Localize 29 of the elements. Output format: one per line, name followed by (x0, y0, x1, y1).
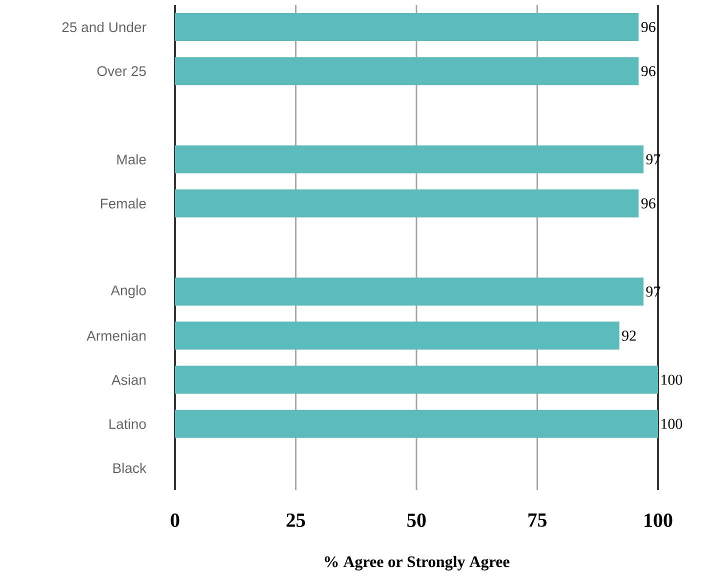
y-tick-label: Latino (109, 418, 146, 429)
bar (175, 145, 644, 174)
y-tick-label: Female (100, 198, 146, 209)
data-label: 92 (622, 330, 636, 341)
data-label: 96 (641, 66, 656, 76)
bar (175, 189, 639, 218)
y-tick-label: 25 and Under (62, 22, 146, 32)
x-tick-label: 0 (170, 514, 180, 528)
y-tick-label: Armenian (86, 330, 146, 341)
x-tick-label: 75 (528, 514, 547, 527)
x-axis-title: % Agree or Strongly Agree (324, 556, 510, 571)
bar (175, 278, 644, 306)
y-tick-label: Male (117, 154, 146, 164)
bar (175, 410, 658, 438)
y-tick-label: Anglo (110, 285, 146, 298)
y-tick-label: Asian (111, 374, 146, 385)
data-label: 96 (641, 198, 656, 208)
data-label: 96 (641, 22, 656, 32)
x-tick-label: 100 (644, 514, 672, 528)
data-label: 100 (662, 374, 682, 385)
bar (175, 322, 620, 350)
bar (175, 366, 658, 394)
y-tick-label: Black (113, 462, 146, 474)
x-tick-label: 25 (286, 514, 306, 527)
x-tick-label: 50 (407, 514, 426, 528)
bar (175, 13, 639, 42)
data-label: 100 (662, 418, 682, 429)
bar (175, 57, 639, 86)
y-tick-label: Over 25 (97, 66, 146, 76)
